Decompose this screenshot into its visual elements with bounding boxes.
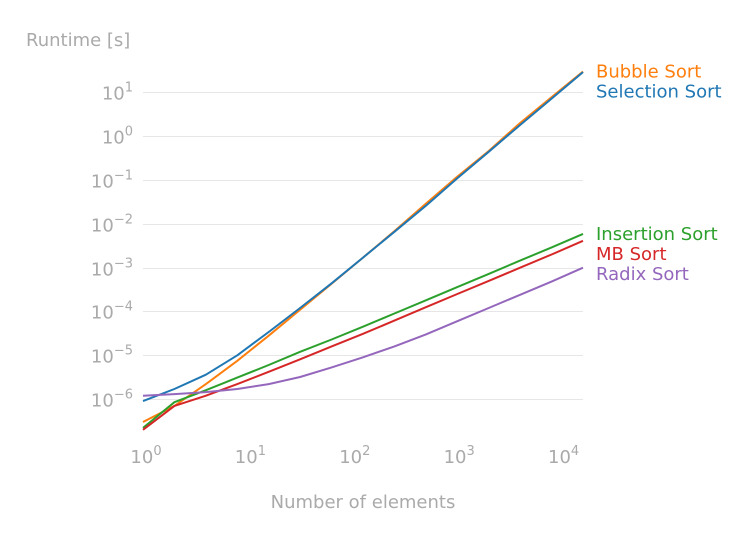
x-axis-label: Number of elements <box>271 492 456 513</box>
y-tick-label-1: 101 <box>102 81 133 105</box>
y-tick-label-minus-1: 10−1 <box>91 169 133 193</box>
legend-label-mb-sort: MB Sort <box>596 244 667 265</box>
y-tick-label-minus-4: 10−4 <box>91 300 133 324</box>
y-tick-label-minus-5: 10−5 <box>91 344 133 368</box>
x-tick-label-1: 101 <box>235 444 266 468</box>
series-line-bubble-sort <box>142 70 584 423</box>
y-tick-label-minus-6: 10−6 <box>91 388 133 412</box>
y-tick-label-minus-2: 10−2 <box>91 213 133 237</box>
x-tick-label-3: 103 <box>444 444 475 468</box>
series-line-selection-sort <box>142 71 584 403</box>
gridlines <box>143 92 583 400</box>
x-tick-label-4: 104 <box>548 444 579 468</box>
x-tick-label-2: 102 <box>339 444 370 468</box>
y-tick-label-minus-3: 10−3 <box>91 257 133 281</box>
series-lines <box>142 70 584 431</box>
y-axis-label: Runtime [s] <box>26 30 130 51</box>
series-line-insertion-sort <box>142 232 584 429</box>
legend-label-radix-sort: Radix Sort <box>596 264 689 285</box>
x-tick-labels: 100 101 102 103 104 <box>130 444 579 468</box>
series-line-mb-sort <box>142 239 584 431</box>
y-tick-labels: 10−6 10−5 10−4 10−3 10−2 10−1 100 101 <box>91 81 133 412</box>
x-tick-label-0: 100 <box>130 444 161 468</box>
series-line-radix-sort <box>142 266 584 397</box>
legend-label-insertion-sort: Insertion Sort <box>596 224 718 245</box>
legend-label-bubble-sort: Bubble Sort <box>596 62 701 83</box>
legend-label-selection-sort: Selection Sort <box>596 82 722 103</box>
y-tick-label-0: 100 <box>102 125 133 149</box>
